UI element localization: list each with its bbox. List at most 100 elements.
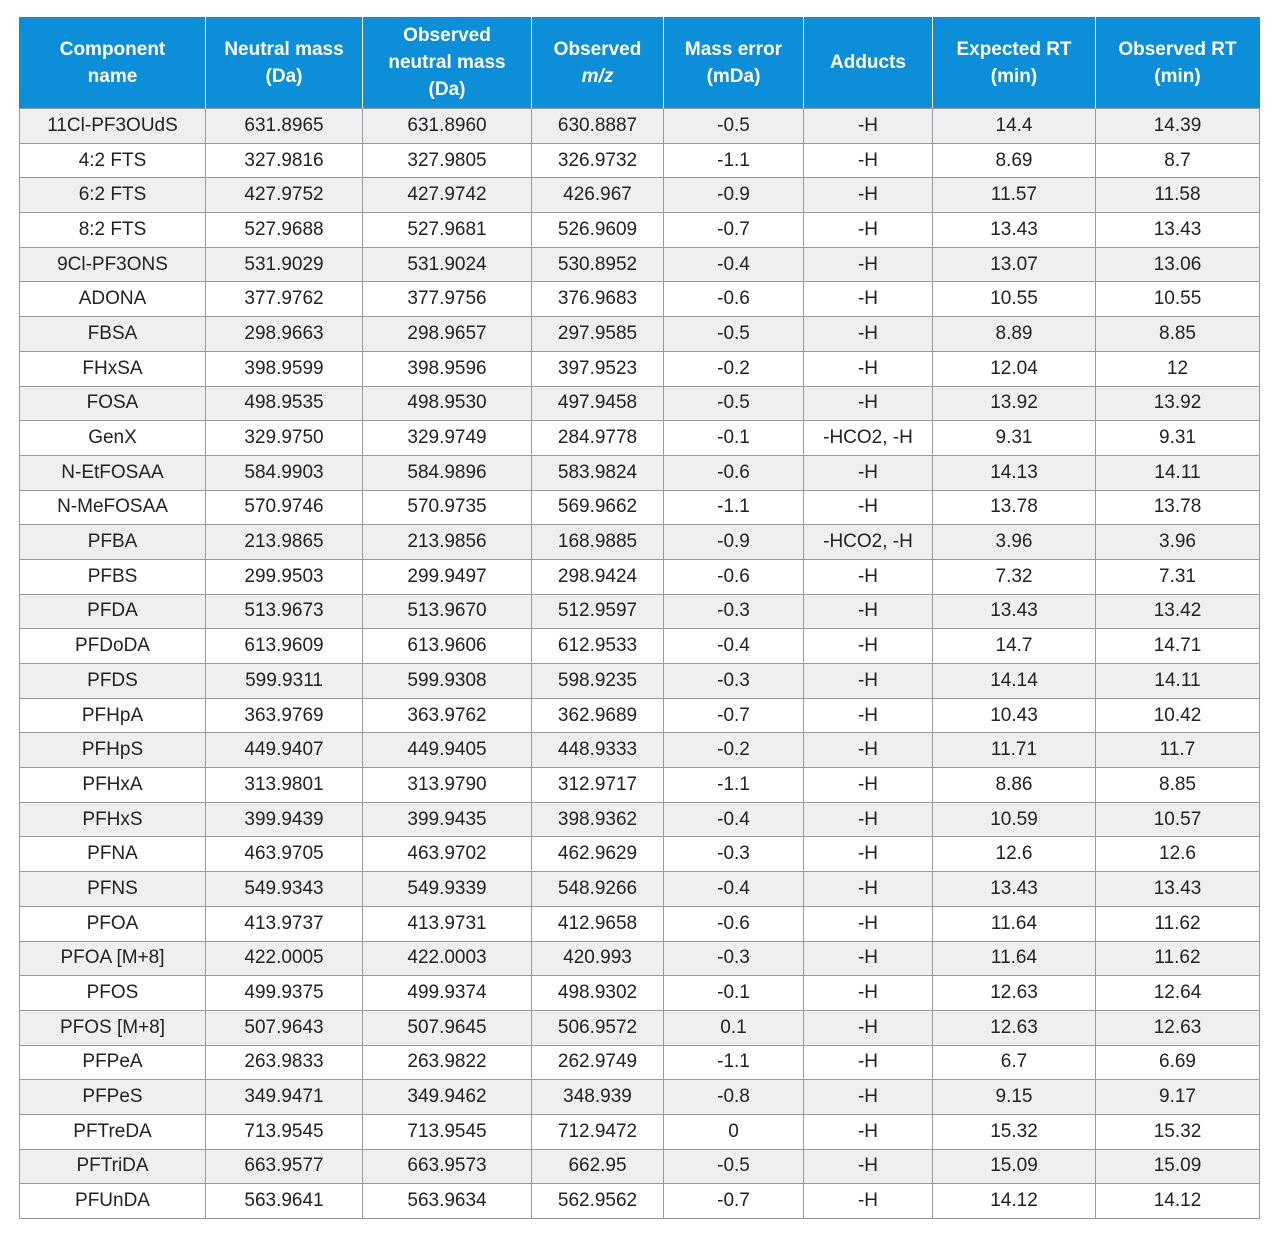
cell-observed-mz: 398.9362 [531, 801, 664, 838]
cell-neutral-mass: 329.9750 [205, 420, 363, 456]
cell-adducts: -H [803, 281, 933, 318]
cell-observed-neutral-mass: 713.9545 [362, 1113, 532, 1150]
header-text: (Da) [265, 65, 303, 87]
cell-observed-neutral-mass: 527.9681 [362, 212, 532, 248]
cell-expected-rt: 14.12 [932, 1183, 1096, 1219]
cell-observed-neutral-mass: 599.9308 [362, 663, 532, 699]
cell-mass-error: -0.7 [663, 697, 804, 734]
cell-component-name: PFNA [19, 836, 206, 873]
table-row: FBSA 298.9663 298.9657 297.9585 -0.5 -H 8.89 8.… [19, 316, 1260, 352]
table-row: PFHpA 363.9769 363.9762 362.9689 -0.7 -H 10.43… [19, 697, 1260, 734]
cell-mass-error: -0.2 [663, 732, 804, 769]
results-table-container: Component name Neutral mass (Da) Observe… [19, 17, 1260, 1219]
cell-observed-neutral-mass: 422.0003 [362, 940, 532, 977]
cell-observed-mz: 530.8952 [531, 246, 664, 283]
cell-component-name: FHxSA [19, 350, 206, 387]
cell-mass-error: -0.9 [663, 177, 804, 214]
col-header-adducts: Adducts [803, 17, 933, 109]
cell-observed-rt: 8.85 [1095, 767, 1260, 803]
cell-observed-neutral-mass: 499.9374 [362, 975, 532, 1011]
cell-mass-error: -0.4 [663, 628, 804, 664]
cell-mass-error: -0.6 [663, 454, 804, 491]
cell-expected-rt: 7.32 [932, 558, 1096, 595]
cell-neutral-mass: 213.9865 [205, 524, 363, 560]
cell-observed-rt: 13.43 [1095, 212, 1260, 248]
header-row: Component name Neutral mass (Da) Observe… [19, 17, 1260, 109]
table-row: PFOS 499.9375 499.9374 498.9302 -0.1 -H 12.63 1… [19, 975, 1260, 1011]
cell-neutral-mass: 507.9643 [205, 1009, 363, 1046]
header-text: Adducts [830, 52, 906, 73]
cell-mass-error: 0 [663, 1113, 804, 1150]
cell-observed-neutral-mass: 663.9573 [362, 1148, 532, 1185]
cell-expected-rt: 11.71 [932, 732, 1096, 769]
cell-observed-mz: 362.9689 [531, 697, 664, 734]
cell-neutral-mass: 498.9535 [205, 385, 363, 422]
cell-observed-rt: 11.58 [1095, 177, 1260, 214]
table-row: 9Cl-PF3ONS 531.9029 531.9024 530.8952 -0.4 -H… [19, 246, 1260, 283]
cell-component-name: 6:2 FTS [19, 177, 206, 214]
cell-neutral-mass: 531.9029 [205, 246, 363, 283]
cell-observed-mz: 348.939 [531, 1079, 664, 1115]
header-text: Neutral mass [224, 38, 344, 60]
cell-observed-mz: 312.9717 [531, 767, 664, 803]
header-text: (min) [990, 65, 1038, 87]
cell-adducts: -HCO2, -H [803, 524, 933, 560]
cell-observed-neutral-mass: 507.9645 [362, 1009, 532, 1046]
cell-mass-error: -0.5 [663, 385, 804, 422]
cell-observed-mz: 526.9609 [531, 212, 664, 248]
cell-component-name: FOSA [19, 385, 206, 422]
cell-observed-rt: 14.11 [1095, 454, 1260, 491]
cell-observed-rt: 13.92 [1095, 385, 1260, 422]
cell-adducts: -H [803, 142, 933, 179]
cell-observed-rt: 11.7 [1095, 732, 1260, 769]
col-header-observed-neutral-mass: Observed neutral mass (Da) [362, 17, 532, 109]
cell-adducts: -H [803, 732, 933, 769]
cell-component-name: 8:2 FTS [19, 212, 206, 248]
cell-adducts: -H [803, 454, 933, 491]
cell-expected-rt: 13.43 [932, 593, 1096, 630]
cell-adducts: -H [803, 905, 933, 942]
header-text: Mass error [684, 38, 783, 60]
cell-observed-mz: 462.9629 [531, 836, 664, 873]
cell-observed-mz: 598.9235 [531, 663, 664, 699]
cell-observed-neutral-mass: 327.9805 [362, 142, 532, 179]
cell-observed-neutral-mass: 363.9762 [362, 697, 532, 734]
col-header-component-name: Component name [19, 17, 206, 109]
cell-adducts: -H [803, 871, 933, 907]
table-row: N-MeFOSAA 570.9746 570.9735 569.9662 -1.1 -H 1… [19, 489, 1260, 526]
cell-expected-rt: 8.89 [932, 316, 1096, 352]
table-row: PFBA 213.9865 213.9856 168.9885 -0.9 -HCO2, -… [19, 524, 1260, 560]
cell-expected-rt: 13.07 [932, 246, 1096, 283]
cell-adducts: -H [803, 663, 933, 699]
cell-observed-mz: 630.8887 [531, 108, 664, 144]
cell-neutral-mass: 527.9688 [205, 212, 363, 248]
cell-component-name: PFHxS [19, 801, 206, 838]
cell-observed-mz: 569.9662 [531, 489, 664, 526]
table-row: FHxSA 398.9599 398.9596 397.9523 -0.2 -H 12.04… [19, 350, 1260, 387]
cell-observed-rt: 10.55 [1095, 281, 1260, 318]
table-row: PFNS 549.9343 549.9339 548.9266 -0.4 -H 13.43 1… [19, 871, 1260, 907]
cell-neutral-mass: 563.9641 [205, 1183, 363, 1219]
cell-observed-rt: 12.6 [1095, 836, 1260, 873]
cell-component-name: PFDoDA [19, 628, 206, 664]
cell-observed-rt: 3.96 [1095, 524, 1260, 560]
cell-observed-neutral-mass: 398.9596 [362, 350, 532, 387]
cell-observed-rt: 14.39 [1095, 108, 1260, 144]
cell-observed-neutral-mass: 549.9339 [362, 871, 532, 907]
cell-observed-mz: 168.9885 [531, 524, 664, 560]
cell-observed-rt: 12.63 [1095, 1009, 1260, 1046]
col-header-observed-rt: Observed RT (min) [1095, 17, 1260, 109]
cell-expected-rt: 11.64 [932, 905, 1096, 942]
cell-expected-rt: 13.78 [932, 489, 1096, 526]
cell-observed-rt: 15.09 [1095, 1148, 1260, 1185]
header-text: (min) [1154, 65, 1201, 87]
cell-component-name: PFBA [19, 524, 206, 560]
cell-observed-rt: 10.42 [1095, 697, 1260, 734]
cell-observed-mz: 448.9333 [531, 732, 664, 769]
cell-observed-mz: 506.9572 [531, 1009, 664, 1046]
cell-neutral-mass: 499.9375 [205, 975, 363, 1011]
table-body: 11Cl-PF3OUdS 631.8965 631.8960 630.8887 -0.5… [19, 108, 1260, 1219]
cell-component-name: PFPeS [19, 1079, 206, 1115]
cell-mass-error: 0.1 [663, 1009, 804, 1046]
cell-neutral-mass: 327.9816 [205, 142, 363, 179]
